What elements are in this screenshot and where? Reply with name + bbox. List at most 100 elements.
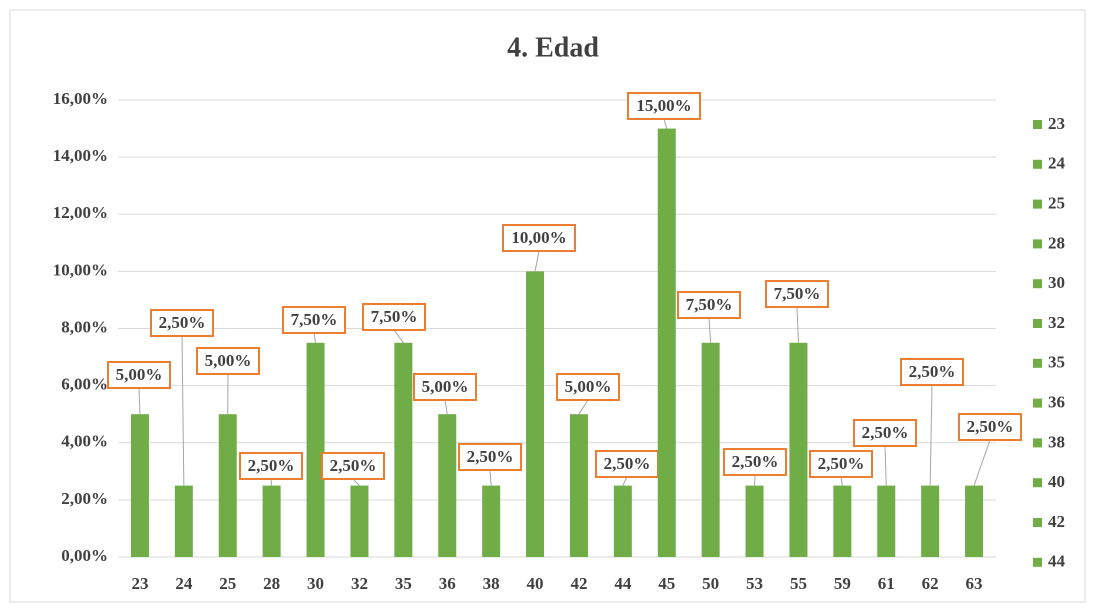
data-label-box: [723, 448, 787, 476]
data-label-box: [321, 452, 385, 480]
leader-line: [622, 476, 628, 486]
x-tick-label: 40: [527, 574, 544, 593]
x-tick-label: 59: [834, 574, 851, 593]
x-tick-label: 62: [922, 574, 939, 593]
legend-swatch: [1033, 478, 1042, 488]
legend-swatch: [1033, 159, 1042, 169]
bar: [613, 485, 632, 557]
leader-line: [578, 399, 589, 415]
bar: [569, 414, 588, 557]
legend-swatch: [1033, 518, 1042, 527]
leader-line: [352, 478, 360, 486]
leader-line: [138, 387, 141, 415]
leader-line: [489, 469, 492, 486]
data-label: 2,50%: [159, 313, 206, 332]
data-label-box: [556, 373, 620, 401]
y-tick-label: 16,00%: [53, 89, 108, 108]
leader-line: [181, 335, 185, 486]
leader-line: [534, 250, 540, 272]
data-label: 5,00%: [565, 377, 612, 396]
data-label-box: [458, 443, 522, 471]
x-tick-label: 55: [790, 574, 807, 593]
legend-label: 23: [1048, 114, 1065, 133]
legend-label: 28: [1048, 233, 1065, 252]
data-label: 5,00%: [422, 377, 469, 396]
bar: [745, 485, 764, 557]
legend-swatch: [1033, 279, 1042, 289]
leader-line: [393, 329, 404, 344]
data-label: 2,50%: [467, 447, 514, 466]
x-tick-label: 36: [439, 574, 456, 593]
data-label-box: [595, 450, 659, 478]
bar: [174, 485, 193, 557]
data-label-box: [677, 291, 741, 319]
bar: [306, 342, 325, 557]
y-tick-label: 6,00%: [61, 375, 108, 394]
data-label: 7,50%: [291, 310, 338, 329]
data-label: 2,50%: [862, 423, 909, 442]
data-label: 7,50%: [686, 295, 733, 314]
leader-line: [663, 118, 668, 129]
data-label: 2,50%: [604, 454, 651, 473]
x-tick-label: 32: [351, 574, 368, 593]
data-label: 2,50%: [909, 362, 956, 381]
bar: [877, 485, 896, 557]
leader-line: [708, 317, 712, 343]
y-tick-label: 12,00%: [53, 203, 108, 222]
x-tick-label: 61: [878, 574, 895, 593]
bar: [921, 485, 940, 557]
legend-swatch: [1033, 358, 1042, 368]
x-tick-label: 63: [966, 574, 983, 593]
leader-line: [884, 445, 887, 486]
bar: [394, 342, 413, 557]
legend-swatch: [1033, 239, 1042, 249]
data-label-box: [853, 419, 917, 447]
legend-swatch: [1033, 120, 1042, 129]
leader-line: [313, 332, 317, 343]
data-label-box: [107, 361, 171, 389]
data-label: 2,50%: [967, 417, 1014, 436]
x-tick-label: 28: [263, 574, 280, 593]
data-label-box: [239, 452, 303, 480]
legend-swatch: [1033, 398, 1042, 408]
bar: [218, 414, 237, 557]
legend-label: 44: [1048, 552, 1066, 571]
legend-label: 42: [1048, 512, 1065, 531]
data-label: 5,00%: [116, 365, 163, 384]
data-label: 5,00%: [205, 351, 252, 370]
x-tick-label: 30: [307, 574, 324, 593]
y-tick-label: 2,00%: [61, 489, 108, 508]
leader-line: [444, 399, 448, 415]
data-label-box: [627, 92, 701, 120]
y-tick-label: 8,00%: [61, 317, 108, 336]
bar: [789, 342, 808, 557]
bar: [350, 485, 369, 557]
legend-label: 25: [1048, 194, 1065, 213]
leader-line: [796, 306, 799, 343]
data-label-box: [502, 224, 576, 252]
data-label: 2,50%: [818, 454, 865, 473]
data-label-box: [282, 306, 346, 334]
data-label-box: [413, 373, 477, 401]
x-tick-label: 35: [395, 574, 412, 593]
legend-label: 32: [1048, 313, 1065, 332]
legend-swatch: [1033, 199, 1042, 209]
x-tick-label: 53: [746, 574, 763, 593]
bar: [657, 128, 676, 557]
y-tick-label: 10,00%: [53, 260, 108, 279]
bar: [438, 414, 457, 557]
x-tick-label: 44: [614, 574, 632, 593]
data-label-box: [196, 347, 260, 375]
data-label-box: [362, 303, 426, 331]
leader-line: [973, 439, 991, 486]
data-label-box: [809, 450, 873, 478]
bar: [526, 271, 545, 557]
data-label: 7,50%: [371, 307, 418, 326]
data-label-box: [150, 309, 214, 337]
data-label-box: [765, 280, 829, 308]
legend-label: 35: [1048, 353, 1065, 372]
data-label-box: [900, 358, 964, 386]
bar: [482, 485, 501, 557]
y-tick-label: 4,00%: [61, 432, 108, 451]
